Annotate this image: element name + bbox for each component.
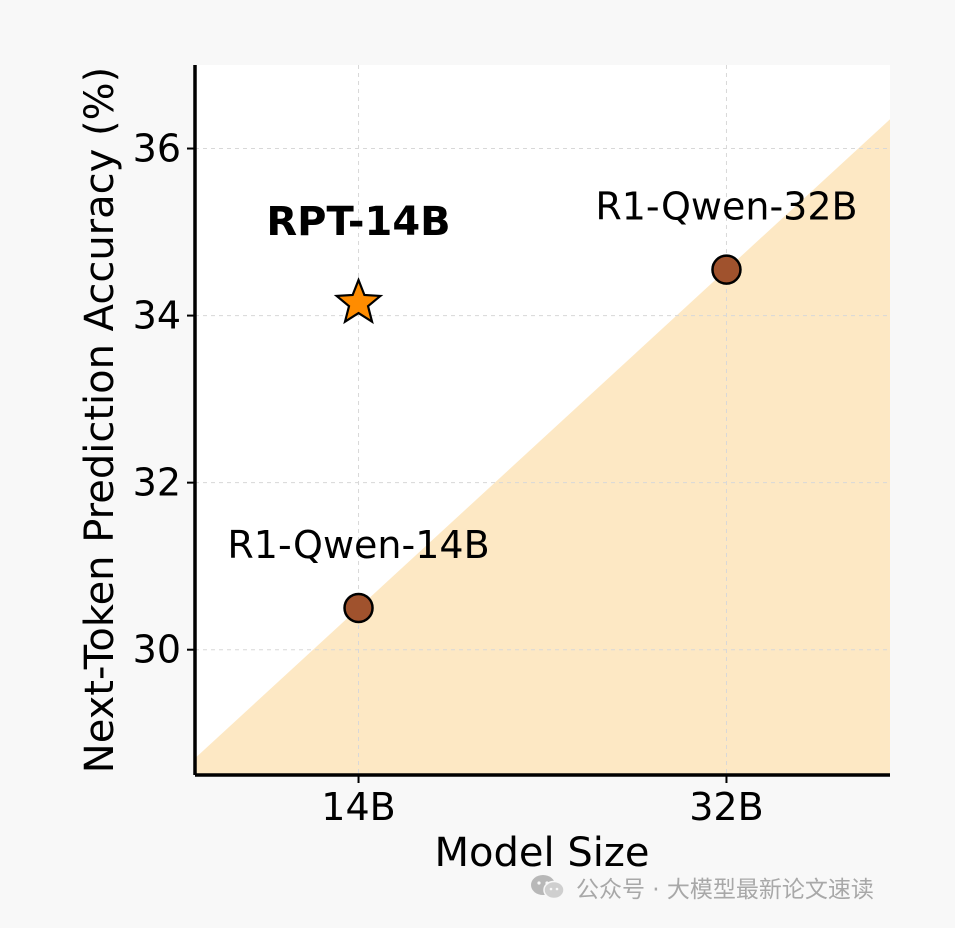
watermark-text: 公众号 · 大模型最新论文速读 <box>576 877 874 903</box>
wechat-icon <box>531 875 565 900</box>
x-tick-label: 14B <box>321 785 395 829</box>
y-tick-label: 32 <box>133 461 181 505</box>
point-circle-marker <box>343 592 374 624</box>
y-tick-label: 36 <box>133 127 181 171</box>
y-axis-label: Next-Token Prediction Accuracy (%) <box>77 67 123 773</box>
y-tick-label: 30 <box>133 628 181 672</box>
point-star-marker <box>333 277 384 325</box>
point-label: R1-Qwen-32B <box>595 185 857 229</box>
x-tick-label: 32B <box>689 785 763 829</box>
point-circle-marker <box>711 254 742 285</box>
point-label: R1-Qwen-14B <box>227 523 489 567</box>
watermark: 公众号 · 大模型最新论文速读 <box>530 870 874 904</box>
y-tick-label: 34 <box>133 294 181 338</box>
x-axis-label: Model Size <box>435 830 650 876</box>
point-label: RPT-14B <box>266 199 450 245</box>
